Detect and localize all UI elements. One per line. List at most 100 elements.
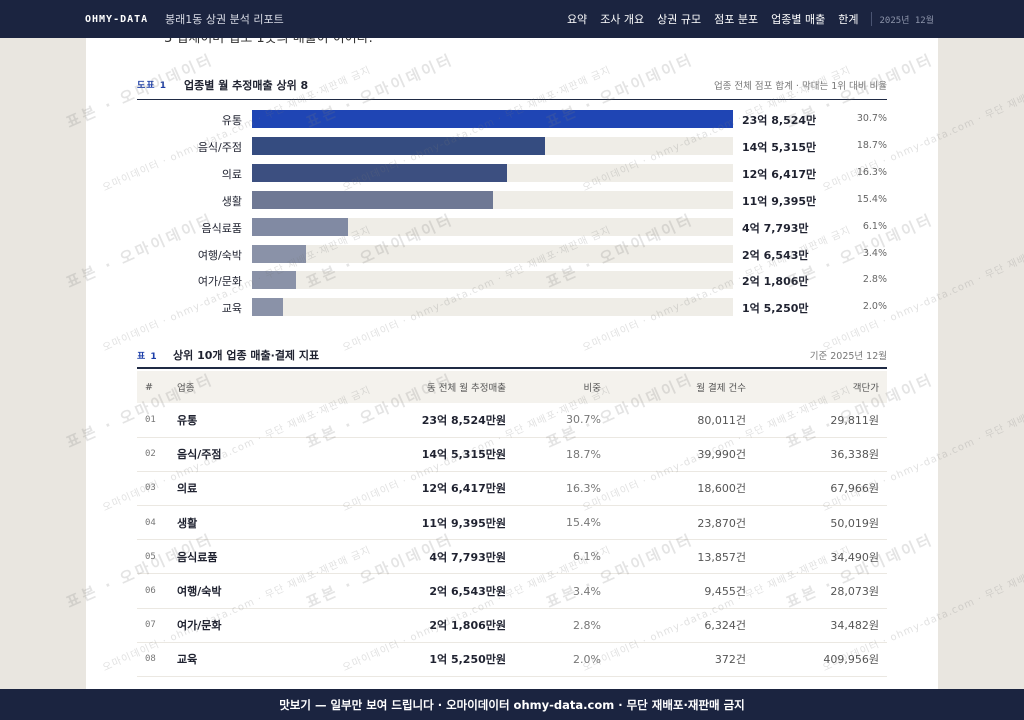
col-header-count: 월 결제 건수 bbox=[696, 383, 746, 394]
chart-bar bbox=[252, 217, 349, 236]
chart-bar-track bbox=[252, 136, 733, 155]
chart-bar-track bbox=[252, 271, 733, 290]
nav-item-limits[interactable]: 한계 bbox=[838, 13, 859, 26]
cell-count: 372건 bbox=[714, 653, 746, 667]
chart-value-label: 12억 6,417만 bbox=[742, 167, 817, 181]
cell-no: 05 bbox=[145, 551, 156, 562]
chart-bar bbox=[252, 110, 733, 128]
chart-category-label: 의료 bbox=[221, 167, 242, 181]
chart-share-label: 15.4% bbox=[856, 193, 887, 205]
chart-bar-row: 음식/주점 14억 5,315만 18.7% bbox=[137, 136, 887, 155]
cell-count: 6,324건 bbox=[704, 619, 746, 633]
chart-value-label: 14억 5,315만 bbox=[742, 140, 817, 154]
nav-item-scale[interactable]: 상권 규모 bbox=[657, 13, 702, 26]
cell-name: 의료 bbox=[177, 482, 198, 496]
report-date: 2025년 12월 bbox=[879, 15, 935, 26]
document-title: 봉래1동 상권 분석 리포트 bbox=[165, 13, 284, 26]
chart-share-label: 6.1% bbox=[862, 220, 887, 232]
cell-avg: 409,956원 bbox=[823, 653, 879, 667]
chart-category-label: 음식/주점 bbox=[197, 140, 242, 154]
chart-value-label: 11억 9,395만 bbox=[742, 194, 817, 208]
chart-value-label: 2억 1,806만 bbox=[742, 275, 809, 289]
cell-sales: 14억 5,315만원 bbox=[421, 448, 506, 462]
section-nav: 요약 조사 개요 상권 규모 점포 분포 업종별 매출 한계 2025년 12월 bbox=[554, 11, 934, 27]
chart-bar-row: 교육 1억 5,250만 2.0% bbox=[137, 298, 887, 317]
chart-share-label: 30.7% bbox=[856, 113, 887, 124]
col-header-no: # bbox=[145, 381, 153, 393]
table-row: 08 교육 1억 5,250만원 2.0% 372건 409,956원 bbox=[137, 642, 887, 677]
cell-share: 30.7% bbox=[566, 413, 601, 427]
chart-category-label: 교육 bbox=[221, 302, 242, 316]
cell-sales: 23억 8,524만원 bbox=[421, 413, 506, 427]
col-header-avg: 객단가 bbox=[852, 383, 879, 394]
table-title: 상위 10개 업종 매출·결제 지표 bbox=[173, 349, 320, 362]
cell-count: 39,990건 bbox=[697, 448, 746, 462]
cell-name: 여행/숙박 bbox=[177, 585, 222, 599]
figure-tag: 도표 1 bbox=[137, 81, 167, 91]
chart-bar-track bbox=[252, 110, 733, 128]
nav-item-overview[interactable]: 조사 개요 bbox=[600, 13, 645, 26]
cell-avg: 28,073원 bbox=[830, 585, 879, 599]
cell-no: 01 bbox=[145, 414, 156, 425]
cell-name: 생활 bbox=[177, 516, 198, 530]
table-row: 05 음식료품 4억 7,793만원 6.1% 13,857건 34,490원 bbox=[137, 540, 887, 574]
chart-bar bbox=[252, 271, 296, 290]
chart-bar-track bbox=[252, 163, 733, 182]
nav-divider bbox=[870, 12, 872, 26]
cell-no: 07 bbox=[145, 620, 156, 631]
chart-category-label: 생활 bbox=[221, 194, 242, 208]
cell-no: 02 bbox=[145, 449, 156, 460]
chart-bar-row: 음식료품 4억 7,793만 6.1% bbox=[137, 217, 887, 236]
figure-note: 업종 전체 점포 합계 · 막대는 1위 대비 비율 bbox=[713, 81, 887, 92]
cell-no: 03 bbox=[145, 483, 156, 494]
cell-sales: 11억 9,395만원 bbox=[421, 516, 506, 530]
cell-name: 여가/문화 bbox=[177, 619, 222, 633]
chart-value-label: 4억 7,793만 bbox=[742, 221, 809, 235]
chart-category-label: 여가/문화 bbox=[197, 275, 242, 289]
chart-bar-row: 여가/문화 2억 1,806만 2.8% bbox=[137, 271, 887, 290]
preview-footer-banner: 맛보기 — 일부만 보여 드립니다 · 오마이데이터 ohmy-data.com… bbox=[0, 689, 1024, 720]
chart-share-label: 18.7% bbox=[856, 139, 887, 151]
chart-bar-row: 유통 23억 8,524만 30.7% bbox=[137, 110, 887, 128]
chart-bar bbox=[252, 190, 493, 209]
table-row: 07 여가/문화 2억 1,806만원 2.8% 6,324건 34,482원 bbox=[137, 608, 887, 643]
chart-category-label: 유통 bbox=[221, 114, 242, 127]
cell-count: 13,857건 bbox=[697, 550, 746, 564]
cell-sales: 1억 5,250만원 bbox=[429, 653, 506, 667]
table-row: 06 여행/숙박 2억 6,543만원 3.4% 9,455건 28,073원 bbox=[137, 574, 887, 609]
cell-avg: 50,019원 bbox=[830, 516, 879, 530]
nav-item-sales[interactable]: 업종별 매출 bbox=[771, 13, 826, 26]
cell-share: 18.7% bbox=[566, 447, 601, 461]
cell-count: 9,455건 bbox=[704, 585, 746, 599]
brand-logo[interactable]: OHMY-DATA bbox=[85, 13, 149, 25]
cell-share: 6.1% bbox=[573, 550, 601, 564]
chart-bar-row: 생활 11억 9,395만 15.4% bbox=[137, 190, 887, 209]
chart-bar-track bbox=[252, 244, 733, 263]
cell-name: 음식료품 bbox=[177, 550, 218, 564]
sales-bar-chart: 유통 23억 8,524만 30.7% 음식/주점 14억 5,315만 18.7% 의료 1… bbox=[137, 110, 887, 325]
cell-avg: 34,490원 bbox=[830, 550, 879, 564]
chart-bar-track bbox=[252, 298, 733, 317]
cell-sales: 2억 6,543만원 bbox=[429, 585, 506, 599]
cell-name: 교육 bbox=[177, 653, 198, 667]
cell-count: 18,600건 bbox=[697, 482, 746, 496]
cell-no: 06 bbox=[145, 586, 156, 597]
cell-name: 유통 bbox=[177, 413, 198, 427]
cell-sales: 12억 6,417만원 bbox=[421, 482, 506, 496]
table-note: 기준 2025년 12월 bbox=[809, 351, 887, 362]
chart-share-label: 16.3% bbox=[856, 166, 887, 178]
nav-item-distribution[interactable]: 점포 분포 bbox=[714, 13, 759, 26]
cell-no: 08 bbox=[145, 654, 156, 665]
report-page: 3 업체이며 업소 1곳의 매출이 이어다. 도표 1 업종별 월 추정매출 상… bbox=[86, 0, 938, 720]
cell-count: 23,870건 bbox=[697, 516, 746, 530]
nav-item-summary[interactable]: 요약 bbox=[566, 13, 588, 26]
sales-table: # 업종 동 전체 월 추정매출 비중 월 결제 건수 객단가 01 유통 23억 … bbox=[137, 371, 887, 677]
figure-header: 도표 1 업종별 월 추정매출 상위 8 업종 전체 점포 합계 · 막대는 1… bbox=[137, 76, 887, 100]
chart-value-label: 1억 5,250만 bbox=[742, 302, 809, 316]
table-header-row: # 업종 동 전체 월 추정매출 비중 월 결제 건수 객단가 bbox=[137, 371, 887, 403]
col-header-category: 업종 bbox=[177, 383, 195, 394]
cell-share: 15.4% bbox=[566, 516, 601, 530]
cell-sales: 4억 7,793만원 bbox=[429, 550, 506, 564]
table-row: 03 의료 12억 6,417만원 16.3% 18,600건 67,966원 bbox=[137, 471, 887, 506]
chart-share-label: 2.8% bbox=[862, 274, 887, 286]
